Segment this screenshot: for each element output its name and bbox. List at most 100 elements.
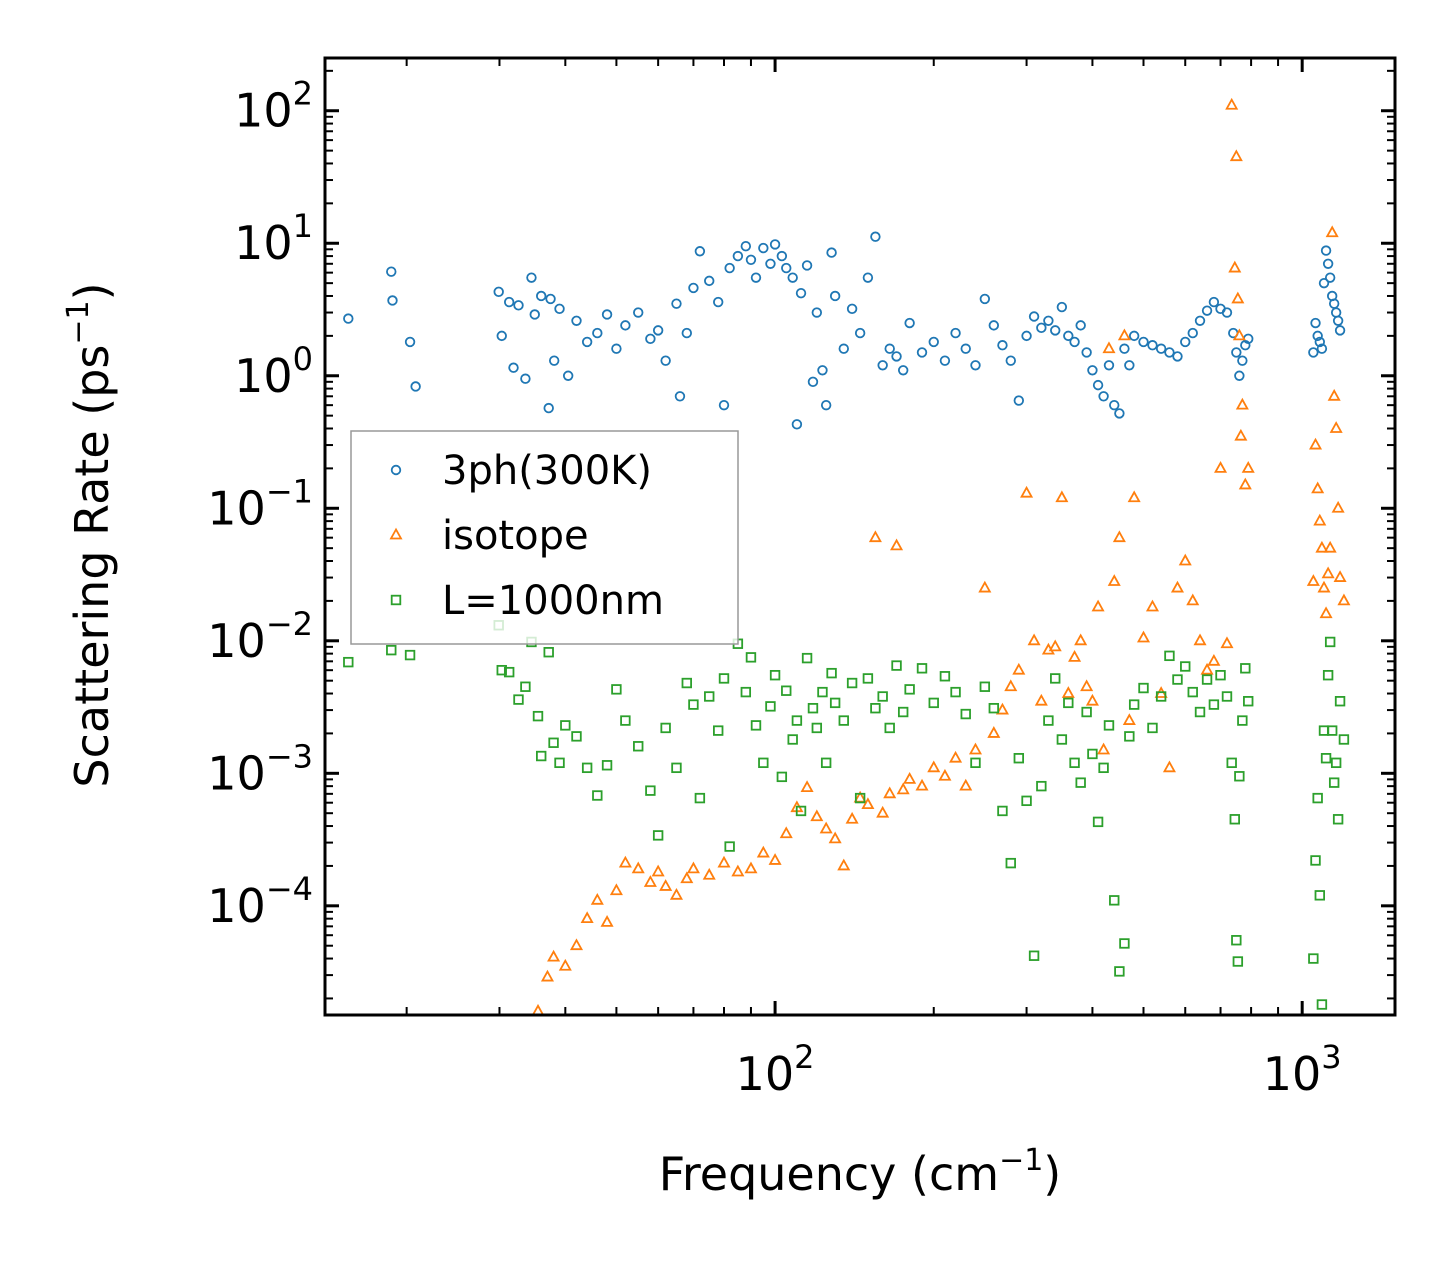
data-point-square [811,722,823,734]
data-point-square [1172,674,1183,685]
legend-label: 3ph(300K) [442,448,652,494]
data-point-square [503,666,515,678]
data-point-triangle [1308,437,1323,450]
data-point-triangle [600,915,614,927]
data-point-triangle [1331,500,1345,513]
data-point-square [543,647,554,658]
data-point-circle [820,399,832,411]
data-point-square [829,697,841,709]
data-point-triangle [590,892,604,905]
data-point-square [592,790,603,801]
data-point-circle [795,287,807,299]
data-point-circle [1087,365,1098,376]
data-point-square [862,673,874,684]
y-tick-label: 10−2 [207,605,313,668]
data-point-triangle [896,782,910,795]
x-tick-label: 102 [736,1038,815,1101]
data-point-square [1232,956,1244,967]
data-point-circle [1103,360,1115,371]
data-point-square [694,792,706,804]
data-point-triangle [828,831,842,844]
data-point-square [1237,715,1248,726]
data-point-triangle [927,760,941,773]
data-point-circle [884,343,895,354]
legend-marker-triangle [389,527,403,540]
data-point-circle [776,250,788,262]
data-point-square [1226,757,1237,769]
y-tick-label: 102 [234,75,313,138]
data-point-circle [1318,277,1330,289]
data-point-circle [704,275,715,287]
data-point-circle [1201,305,1213,316]
data-point-triangle [868,530,882,543]
data-point-circle [633,307,644,318]
data-point-circle [1056,301,1068,313]
data-point-circle [1237,355,1248,366]
data-point-square [750,720,762,731]
data-point-square [681,677,692,689]
data-point-triangle [1145,599,1160,612]
data-point-triangle [1012,662,1026,675]
data-point-triangle [1061,686,1075,698]
data-point-square [758,757,769,769]
data-point-circle [1155,343,1167,354]
data-point-circle [1314,336,1325,348]
data-point-circle [1194,315,1206,326]
data-point-triangle [558,958,572,971]
data-point-triangle [1231,291,1245,304]
data-point-triangle [609,883,623,896]
data-point-square [745,652,757,663]
y-axis-title: Scattering Rate (ps−1) [61,282,119,787]
data-point-square [1056,734,1068,745]
data-point-circle [826,247,837,258]
data-point-square [1092,816,1104,828]
data-point-triangle [1325,225,1339,238]
data-point-circle [979,293,991,305]
data-point-triangle [1329,421,1343,433]
data-point-circle [601,309,613,320]
data-point-square [1221,691,1233,702]
data-point-square [343,656,354,668]
data-point-triangle [915,778,929,791]
data-point-square [950,686,961,698]
data-point-circle [688,282,699,294]
data-point-circle [1098,391,1109,402]
data-point-circle [386,266,397,277]
data-point-triangle [1162,760,1176,773]
data-point-square [645,785,656,796]
data-point-circle [343,313,354,324]
data-point-circle [645,333,656,345]
data-point-square [791,715,803,726]
data-point-triangle [1122,713,1136,725]
data-point-triangle [819,821,833,834]
data-point-square [1164,650,1175,662]
data-point-circle [694,246,706,257]
data-point-square [560,720,571,731]
data-point-circle [571,315,582,326]
data-point-circle [671,298,682,309]
data-point-square [1180,661,1191,672]
data-point-square [548,737,559,748]
data-point-circle [404,336,416,348]
data-point-triangle [1225,97,1239,110]
data-point-square [581,762,593,774]
data-point-triangle [903,772,917,784]
data-point-circle [769,239,781,250]
data-point-square [838,715,849,726]
data-point-circle [536,290,547,302]
data-point-square [1036,780,1047,792]
data-point-square [1005,857,1016,869]
data-point-circle [1081,347,1092,358]
data-point-circle [877,360,888,371]
data-point-triangle [845,811,859,824]
data-point-square [1308,953,1319,964]
data-point-triangle [731,864,745,877]
data-point-circle [1180,336,1191,348]
data-point-triangle [547,949,561,962]
data-point-circle [960,343,971,354]
data-point-square [1155,691,1167,702]
data-point-triangle [800,780,814,793]
data-point-triangle [643,875,657,887]
data-point-triangle [1048,639,1062,652]
data-point-triangle [1127,490,1141,503]
